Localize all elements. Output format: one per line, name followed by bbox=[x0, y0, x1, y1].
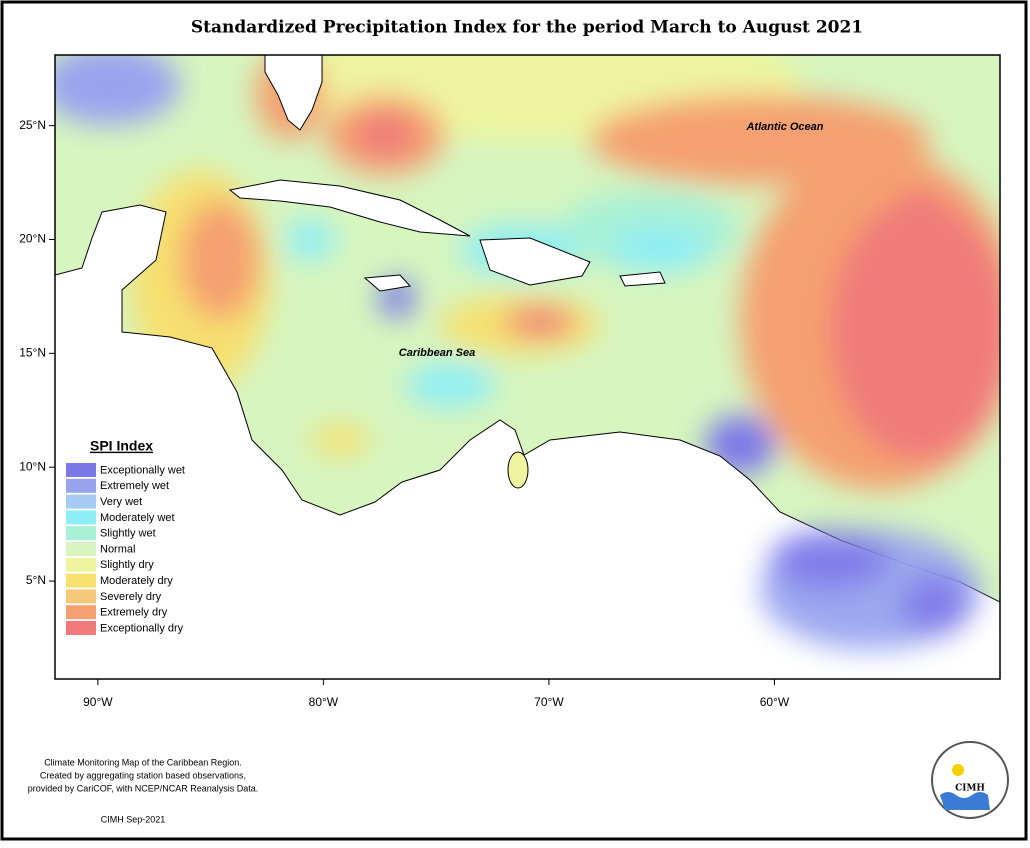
legend-swatch bbox=[66, 526, 96, 541]
legend-label: Exceptionally dry bbox=[100, 622, 184, 634]
logo: CIMH bbox=[931, 741, 1009, 819]
legend-swatch bbox=[66, 573, 96, 588]
spi-land bbox=[760, 530, 980, 650]
legend-swatch bbox=[66, 510, 96, 525]
legend-swatch bbox=[66, 589, 96, 604]
footer-line: provided by CariCOF, with NCEP/NCAR Rean… bbox=[28, 783, 259, 793]
legend-label: Exceptionally wet bbox=[100, 464, 185, 476]
legend-label: Moderately wet bbox=[100, 512, 175, 524]
legend-swatch bbox=[66, 494, 96, 509]
legend-label: Slightly dry bbox=[100, 559, 154, 571]
map: Atlantic Ocean Caribbean Sea bbox=[55, 55, 1000, 679]
logo-text: CIMH bbox=[955, 784, 985, 794]
legend-label: Slightly wet bbox=[100, 528, 156, 540]
legend-swatch bbox=[66, 621, 96, 635]
y-tick-label: 10°N bbox=[19, 459, 46, 473]
legend-swatch bbox=[66, 542, 96, 556]
legend-swatch bbox=[66, 478, 96, 493]
legend-label: Normal bbox=[100, 543, 135, 555]
legend-label: Very wet bbox=[100, 496, 142, 508]
title: Standardized Precipitation Index for the… bbox=[191, 18, 863, 38]
x-tick-label: 60°W bbox=[760, 695, 790, 709]
y-tick-label: 20°N bbox=[19, 232, 46, 246]
footer-date: CIMH Sep-2021 bbox=[101, 814, 166, 824]
footer-line: Climate Monitoring Map of the Caribbean … bbox=[44, 757, 242, 767]
footer: Climate Monitoring Map of the Caribbean … bbox=[28, 757, 259, 824]
legend-label: Extremely wet bbox=[100, 480, 169, 492]
map-label: Atlantic Ocean bbox=[745, 121, 823, 133]
map-frame bbox=[54, 54, 1001, 680]
legend-swatch bbox=[66, 463, 96, 477]
lake bbox=[507, 451, 529, 489]
map-label: Caribbean Sea bbox=[399, 347, 475, 359]
x-tick-label: 90°W bbox=[83, 695, 113, 709]
legend-title: SPI Index bbox=[90, 438, 153, 454]
y-tick-label: 25°N bbox=[19, 118, 46, 132]
x-tick-label: 70°W bbox=[534, 695, 564, 709]
y-tick-label: 15°N bbox=[19, 346, 46, 360]
legend-swatch bbox=[66, 557, 96, 572]
land bbox=[55, 55, 1000, 679]
legend-label: Moderately dry bbox=[100, 575, 173, 587]
axes: 90°W 80°W 70°W 60°W 5°N 10°N 15°N 20°N 25°N bbox=[19, 118, 790, 709]
footer-line: Created by aggregating station based obs… bbox=[40, 770, 246, 780]
legend-label: Extremely dry bbox=[100, 607, 168, 619]
y-tick-label: 5°N bbox=[26, 573, 46, 587]
legend-swatch bbox=[66, 605, 96, 620]
x-tick-label: 80°W bbox=[309, 695, 339, 709]
legend: SPI Index Exceptionally wet Extremely wet V… bbox=[62, 432, 197, 644]
legend-label: Severely dry bbox=[100, 591, 162, 603]
